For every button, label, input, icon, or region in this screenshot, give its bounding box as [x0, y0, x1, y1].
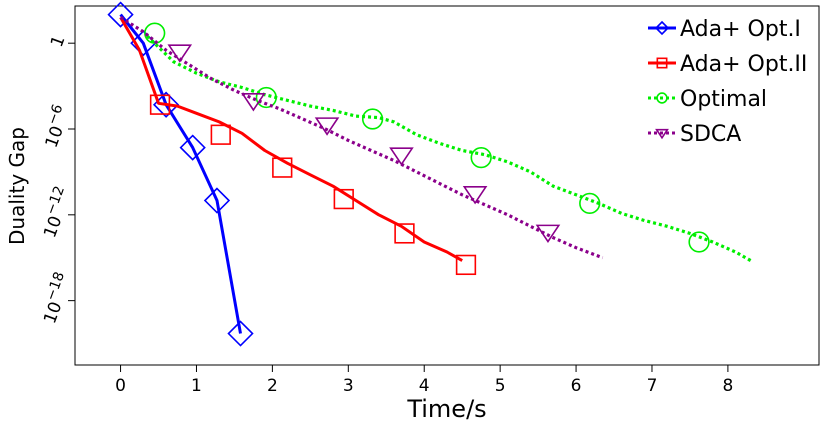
triangle-down-marker — [655, 128, 669, 140]
y-tick-label: 10−6 — [37, 102, 75, 150]
x-tick-label: 2 — [267, 376, 278, 396]
triangle-down-marker — [241, 92, 266, 112]
x-tick-label: 5 — [495, 376, 506, 396]
triangle-down-marker — [535, 224, 561, 244]
square-marker — [333, 188, 354, 210]
series-optimal — [144, 22, 752, 262]
x-tick-label: 8 — [722, 376, 733, 396]
y-tick-label: 10−18 — [35, 270, 76, 327]
y-tick-label: 10−12 — [35, 184, 76, 241]
y-tick-label: 1 — [47, 33, 69, 50]
circle-marker — [361, 108, 384, 130]
circle-marker — [470, 146, 492, 169]
diamond-marker — [179, 134, 206, 161]
x-tick-label: 3 — [343, 376, 354, 396]
circle-marker — [579, 192, 601, 215]
legend-label: Ada+ Opt.II — [680, 52, 807, 77]
x-tick-label: 7 — [647, 376, 658, 396]
circle-marker — [688, 231, 710, 253]
circle-marker — [144, 22, 166, 44]
triangle-down-marker — [389, 147, 414, 166]
legend-label: SDCA — [680, 122, 741, 147]
diamond-marker — [107, 1, 134, 28]
series-line — [119, 16, 463, 262]
square-marker — [656, 57, 668, 69]
series-ada-opt-i — [107, 1, 254, 347]
series-ada-opt-ii — [119, 16, 477, 276]
y-axis-title: Duality Gap — [5, 127, 29, 245]
circle-marker — [255, 86, 277, 109]
diamond-marker — [203, 187, 231, 214]
square-marker — [149, 94, 171, 115]
series-line — [119, 13, 242, 334]
triangle-down-marker — [314, 117, 340, 136]
legend-label: Optimal — [680, 87, 767, 112]
square-marker — [394, 223, 415, 244]
plot-frame — [74, 5, 820, 366]
series-line — [145, 34, 752, 262]
legend: Ada+ Opt.I Ada+ Opt.II Optimal SDCA — [648, 17, 807, 147]
x-axis-ticks: 0 1 2 3 4 5 6 7 8 — [115, 365, 733, 396]
square-marker — [455, 254, 477, 276]
diamond-marker — [654, 20, 670, 36]
x-tick-label: 0 — [115, 376, 126, 396]
series-layer — [107, 1, 752, 347]
x-tick-label: 1 — [191, 376, 202, 396]
circle-marker — [656, 92, 668, 104]
legend-label: Ada+ Opt.I — [680, 17, 801, 42]
series-line — [119, 16, 604, 260]
square-marker — [272, 157, 293, 178]
series-sdca — [119, 16, 604, 260]
square-marker — [210, 124, 231, 145]
triangle-down-marker — [167, 44, 193, 63]
x-tick-label: 6 — [571, 376, 582, 396]
triangle-down-marker — [462, 185, 488, 205]
diamond-marker — [227, 320, 254, 347]
y-axis-ticks: 1 10−6 10−12 10−18 — [35, 33, 76, 327]
x-tick-label: 4 — [419, 376, 430, 396]
x-axis-title: Time/s — [406, 395, 486, 423]
